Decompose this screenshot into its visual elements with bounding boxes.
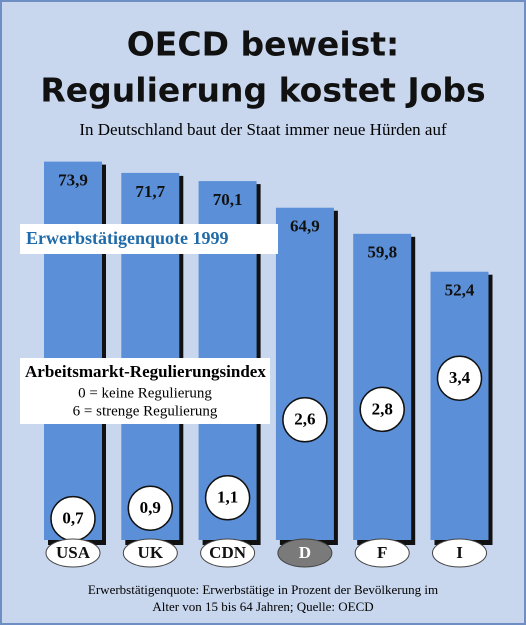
x-tick-label: D: [299, 543, 311, 562]
footnote: Erwerbstätigenquote: Erwerbstätige in Pr…: [88, 582, 438, 597]
chart-title: OECD beweist:: [127, 25, 400, 64]
bar: [44, 161, 102, 540]
category-badge: [354, 538, 410, 568]
legend-label: Arbeitsmarkt-Regulierungsindex: [25, 362, 266, 381]
legend-box: [20, 358, 270, 424]
x-tick-label: F: [377, 543, 387, 562]
subtitle: In Deutschland baut der Staat immer neue…: [79, 120, 447, 139]
value-label: 59,8: [367, 243, 397, 262]
index-label: 2,6: [294, 410, 315, 429]
x-tick-label: USA: [56, 543, 91, 562]
legend-note: 0 = keine Regulierung: [78, 385, 212, 401]
legend-box: [20, 224, 278, 254]
value-label: 64,9: [290, 217, 320, 236]
value-label: 73,9: [58, 171, 88, 190]
category-badge: [432, 538, 487, 568]
index-label: 2,8: [372, 399, 393, 418]
index-label: 1,1: [217, 488, 238, 507]
index-circle: [359, 386, 405, 433]
footnote: Alter von 15 bis 64 Jahren; Quelle: OECD: [152, 599, 373, 614]
index-label: 0,9: [140, 498, 161, 517]
index-circle: [282, 397, 328, 443]
index-label: 0,7: [62, 509, 84, 528]
value-label: 71,7: [135, 182, 165, 201]
chart-title: Regulierung kostet Jobs: [40, 71, 485, 110]
x-tick-label: I: [456, 543, 463, 562]
index-circle: [127, 485, 174, 531]
legend-note: 6 = strenge Regulierung: [73, 403, 218, 419]
x-tick-label: UK: [138, 543, 164, 562]
value-label: 52,4: [445, 281, 475, 300]
bar: [430, 271, 489, 540]
category-badge: [122, 538, 178, 568]
category-badge: [277, 538, 333, 568]
index-circle: [436, 355, 483, 401]
value-label: 70,1: [213, 190, 243, 209]
index-label: 3,4: [449, 368, 471, 387]
x-tick-label: CDN: [209, 543, 247, 562]
category-badge: [200, 538, 256, 568]
category-badge: [45, 538, 101, 568]
bar: [275, 207, 334, 540]
index-circle: [204, 475, 251, 521]
legend-label: Erwerbstätigenquote 1999: [26, 228, 228, 248]
